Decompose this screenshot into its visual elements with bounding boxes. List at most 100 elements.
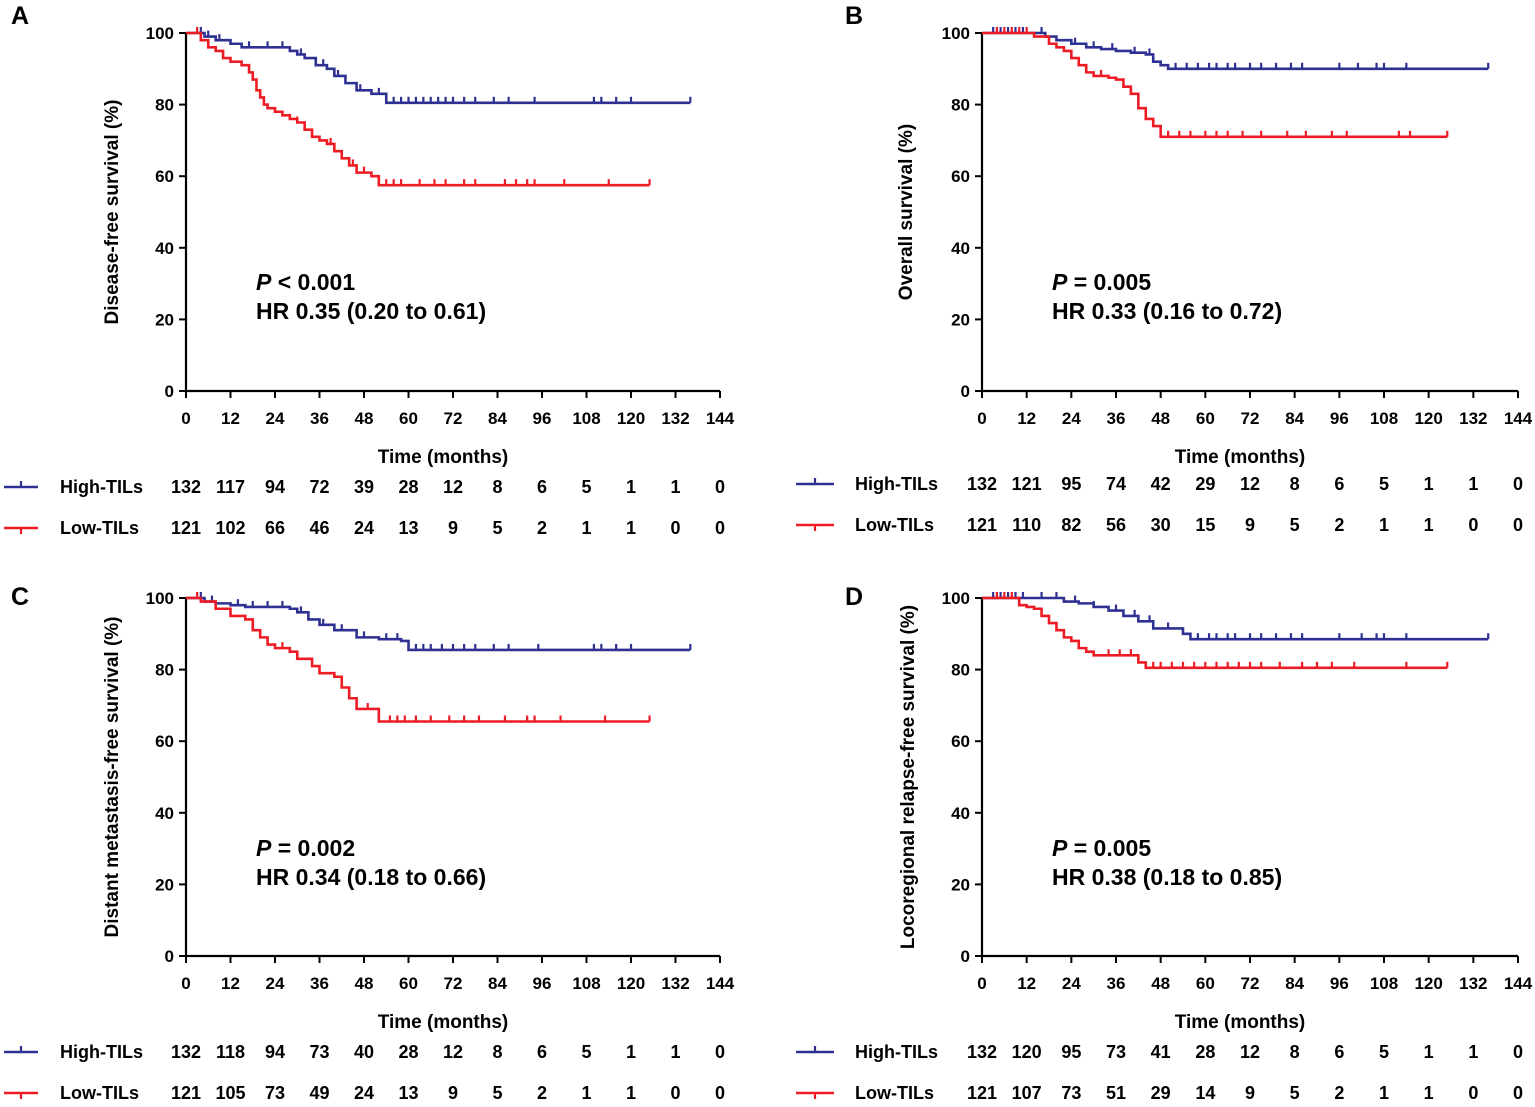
x-tick-label: 108: [1370, 974, 1398, 993]
x-tick-label: 24: [266, 409, 285, 428]
risk-count: 28: [398, 1042, 418, 1062]
x-tick-label: 108: [572, 409, 600, 428]
x-tick-label: 120: [617, 409, 645, 428]
series-low-tils: [982, 592, 1449, 670]
y-tick-label: 20: [155, 875, 174, 894]
risk-count: 0: [715, 1042, 725, 1062]
risk-count: 6: [1334, 474, 1344, 494]
y-tick-label: 60: [155, 167, 174, 186]
y-tick-label: 60: [951, 167, 970, 186]
p-symbol: P: [256, 269, 272, 295]
x-tick-label: 12: [221, 974, 240, 993]
risk-count: 5: [581, 1042, 591, 1062]
risk-count: 2: [1334, 515, 1344, 535]
x-tick-label: 36: [310, 409, 329, 428]
x-tick-label: 24: [266, 974, 285, 993]
risk-count: 95: [1061, 474, 1081, 494]
hazard-ratio-text: HR 0.33 (0.16 to 0.72): [1052, 298, 1282, 324]
survival-curve-high-tils: [186, 596, 691, 652]
y-tick-label: 20: [155, 310, 174, 329]
survival-curve-low-tils: [186, 31, 650, 187]
risk-count: 9: [1245, 1083, 1255, 1103]
risk-count: 1: [626, 1042, 636, 1062]
x-tick-label: 72: [444, 974, 463, 993]
risk-row-low-tils: Low-TILs 121 105 73 49 24 13 9 5 2 1 1 0 0: [4, 1083, 725, 1103]
risk-count: 0: [1513, 515, 1523, 535]
survival-curve-high-tils: [982, 31, 1489, 71]
x-tick-label: 0: [977, 409, 986, 428]
panel-letter: B: [845, 2, 863, 30]
x-tick-label: 108: [1370, 409, 1398, 428]
risk-count: 5: [492, 1083, 502, 1103]
risk-count: 121: [171, 1083, 201, 1103]
risk-count: 1: [581, 518, 591, 538]
risk-count: 117: [216, 477, 245, 497]
risk-row-label: Low-TILs: [855, 1083, 934, 1103]
series-low-tils: [982, 27, 1449, 139]
x-tick-label: 72: [1241, 409, 1260, 428]
risk-count: 102: [215, 518, 245, 538]
x-tick-label: 60: [399, 974, 418, 993]
risk-count: 0: [670, 518, 680, 538]
p-symbol: P: [1052, 269, 1068, 295]
x-tick-label: 60: [1196, 409, 1215, 428]
risk-count: 107: [1012, 1083, 1042, 1103]
p-symbol: P: [1052, 835, 1068, 861]
risk-count: 121: [1012, 474, 1042, 494]
x-tick-label: 84: [1285, 974, 1304, 993]
risk-count: 1: [626, 477, 636, 497]
risk-row-label: High-TILs: [855, 1042, 938, 1062]
x-tick-label: 60: [399, 409, 418, 428]
risk-row-label: High-TILs: [60, 477, 143, 497]
risk-count: 94: [265, 477, 285, 497]
series-high-tils: [186, 592, 692, 652]
x-tick-label: 132: [661, 974, 689, 993]
x-tick-label: 0: [977, 974, 986, 993]
risk-count: 1: [1468, 474, 1478, 494]
x-tick-label: 48: [1151, 409, 1170, 428]
risk-count: 39: [354, 477, 374, 497]
y-axis-title: Disease-free survival (%): [102, 100, 123, 325]
x-tick-label: 96: [1330, 974, 1349, 993]
x-tick-label: 72: [1241, 974, 1260, 993]
risk-count: 28: [398, 477, 418, 497]
risk-row-label: High-TILs: [855, 474, 938, 494]
risk-count: 1: [1424, 474, 1434, 494]
risk-row-label: Low-TILs: [60, 518, 139, 538]
risk-row-low-tils: Low-TILs 121 102 66 46 24 13 9 5 2 1 1 0 0: [4, 518, 725, 538]
y-tick-label: 80: [951, 661, 970, 680]
risk-count: 5: [581, 477, 591, 497]
y-tick-label: 0: [961, 947, 970, 966]
risk-count: 1: [1379, 1083, 1389, 1103]
risk-count: 73: [1106, 1042, 1126, 1062]
risk-count: 56: [1106, 515, 1126, 535]
y-axis-title: Distant metastasis-free survival (%): [102, 616, 123, 937]
risk-count: 132: [171, 1042, 201, 1062]
x-axis-title: Time (months): [1175, 1012, 1306, 1033]
survival-curve-high-tils: [186, 31, 691, 105]
risk-count: 0: [1513, 474, 1523, 494]
y-tick-label: 0: [165, 382, 174, 401]
y-tick-label: 100: [146, 589, 174, 608]
risk-count: 24: [354, 1083, 374, 1103]
risk-count: 1: [1424, 1083, 1434, 1103]
x-tick-label: 36: [1107, 974, 1126, 993]
p-value: = 0.005: [1067, 269, 1151, 295]
risk-count: 1: [581, 1083, 591, 1103]
x-tick-label: 144: [706, 409, 735, 428]
risk-count: 49: [309, 1083, 329, 1103]
risk-count: 41: [1151, 1042, 1171, 1062]
risk-row-low-tils: Low-TILs 121 110 82 56 30 15 9 5 2 1 1 0 0: [796, 515, 1523, 535]
risk-count: 6: [1334, 1042, 1344, 1062]
survival-curve-low-tils: [186, 596, 650, 723]
risk-count: 9: [448, 518, 458, 538]
x-tick-label: 0: [181, 409, 190, 428]
x-tick-label: 120: [1414, 974, 1442, 993]
risk-row-label: High-TILs: [60, 1042, 143, 1062]
survival-curve-low-tils: [982, 596, 1448, 670]
risk-count: 6: [537, 1042, 547, 1062]
survival-curve-high-tils: [982, 596, 1489, 641]
x-tick-label: 84: [1285, 409, 1304, 428]
